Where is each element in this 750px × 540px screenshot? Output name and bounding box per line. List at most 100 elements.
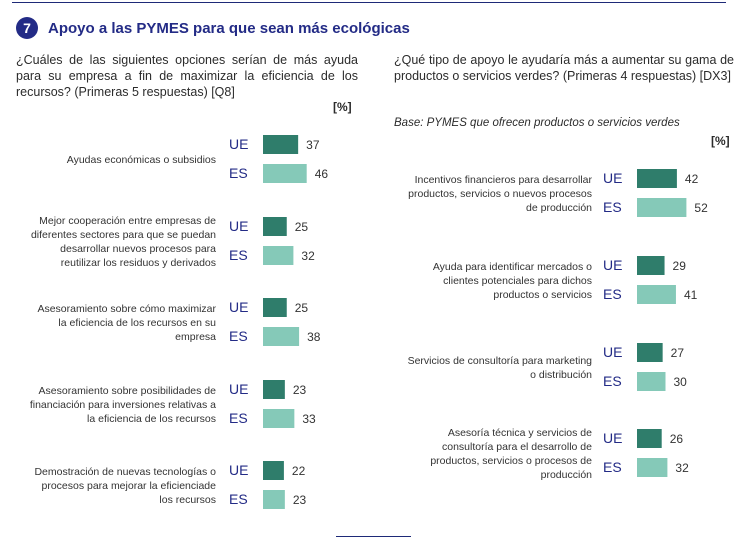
category-label-line: consultoría para el desarrollo de xyxy=(442,441,592,453)
category-label: Incentivos financieros para desarrollar p… xyxy=(408,174,592,214)
category-label-line: la eficiencia de los recursos xyxy=(87,413,216,425)
section-title: Apoyo a las PYMES para que sean más ecol… xyxy=(48,19,410,37)
value-label: 33 xyxy=(302,412,316,426)
series-label: UE xyxy=(229,299,248,315)
bar xyxy=(637,429,662,448)
section-header: 7 Apoyo a las PYMES para que sean más ec… xyxy=(16,16,410,40)
series-label: UE xyxy=(229,381,248,397)
value-label: 38 xyxy=(307,330,321,344)
series-label: UE xyxy=(603,344,622,360)
bar xyxy=(637,458,668,477)
value-label: 52 xyxy=(694,201,708,215)
bar xyxy=(637,169,677,188)
series-label: UE xyxy=(229,218,248,234)
category-label-line: diferentes sectores para que se puedan xyxy=(31,229,216,241)
category-label-line: productos, servicios o nuevos procesos xyxy=(408,188,592,200)
category-label: Mejor cooperación entre empresas de difer… xyxy=(31,215,216,269)
category-label-line: reutilizar los residuos y derivados xyxy=(61,257,216,269)
value-label: 25 xyxy=(295,301,309,315)
series-label: ES xyxy=(229,328,248,344)
left-unit-label: [%] xyxy=(333,100,352,114)
value-label: 32 xyxy=(675,461,689,475)
bar xyxy=(263,298,287,317)
category-label-line: empresa xyxy=(175,331,216,343)
bar xyxy=(263,164,307,183)
bar xyxy=(263,461,284,480)
right-question: ¿Qué tipo de apoyo le ayudaría más a aum… xyxy=(394,53,734,83)
category-label-line: Ayuda para identificar mercados o xyxy=(433,261,592,273)
bar xyxy=(263,490,285,509)
category-label: Ayudas económicas o subsidios xyxy=(67,154,216,166)
category-label-line: Servicios de consultoría para marketing xyxy=(408,355,593,367)
bar xyxy=(263,217,287,236)
category-label-line: producción xyxy=(541,469,593,481)
left-question: ¿Cuáles de las siguientes opciones sería… xyxy=(16,53,358,99)
category-label: Asesoría técnica y servicios de consultor… xyxy=(430,427,592,481)
category-label: Demostración de nuevas tecnologías o proc… xyxy=(34,466,216,506)
value-label: 23 xyxy=(293,383,307,397)
value-label: 29 xyxy=(673,259,687,273)
value-label: 32 xyxy=(301,249,315,263)
category-label-line: Mejor cooperación entre empresas de xyxy=(39,215,216,227)
series-label: ES xyxy=(229,410,248,426)
bar xyxy=(263,380,285,399)
category-label-line: Ayudas económicas o subsidios xyxy=(67,154,216,166)
category-label-line: los recursos xyxy=(159,494,216,506)
category-label: Asesoramiento sobre cómo maximizar la efi… xyxy=(37,303,216,343)
footer-rule xyxy=(336,536,411,537)
value-label: 30 xyxy=(674,375,688,389)
category-label-line: procesos para mejorar la eficienciade xyxy=(41,480,216,492)
bar xyxy=(263,135,299,154)
category-label-line: o distribución xyxy=(530,369,592,381)
value-label: 42 xyxy=(685,172,699,186)
series-label: UE xyxy=(603,170,622,186)
series-label: ES xyxy=(229,247,248,263)
category-label-line: Asesoría técnica y servicios de xyxy=(448,427,592,439)
category-label: Asesoramiento sobre posibilidades de fina… xyxy=(30,385,216,425)
bar xyxy=(637,256,665,275)
category-label-line: Asesoramiento sobre cómo maximizar xyxy=(37,303,216,315)
section-number-badge: 7 xyxy=(16,17,38,39)
top-rule xyxy=(12,2,726,3)
series-label: UE xyxy=(603,430,622,446)
category-label-line: Incentivos financieros para desarrollar xyxy=(415,174,593,186)
category-label-line: clientes potenciales para dichos xyxy=(443,275,592,287)
category-label-line: la eficiencia de los recursos en su xyxy=(58,317,216,329)
value-label: 41 xyxy=(684,288,698,302)
series-label: ES xyxy=(603,373,622,389)
value-label: 37 xyxy=(306,138,320,152)
value-label: 46 xyxy=(315,167,329,181)
series-label: ES xyxy=(229,165,248,181)
series-label: UE xyxy=(603,257,622,273)
right-unit-label: [%] xyxy=(711,134,730,148)
value-label: 26 xyxy=(670,432,684,446)
category-label-line: productos o servicios xyxy=(493,289,592,301)
category-label-line: productos, servicios o procesos de xyxy=(430,455,592,467)
right-base-note: Base: PYMES que ofrecen productos o serv… xyxy=(394,117,680,129)
category-label-line: Demostración de nuevas tecnologías o xyxy=(34,466,216,478)
series-label: ES xyxy=(229,491,248,507)
bar xyxy=(263,327,300,346)
series-label: UE xyxy=(229,136,248,152)
bar xyxy=(263,409,295,428)
bar xyxy=(637,285,676,304)
bar xyxy=(637,343,663,362)
category-label-line: financiación para inversiones relativas … xyxy=(30,399,216,411)
value-label: 27 xyxy=(671,346,685,360)
value-label: 25 xyxy=(295,220,309,234)
bar xyxy=(637,198,687,217)
series-label: ES xyxy=(603,199,622,215)
value-label: 22 xyxy=(292,464,306,478)
category-label: Ayuda para identificar mercados o cliente… xyxy=(433,261,592,301)
series-label: UE xyxy=(229,462,248,478)
bar xyxy=(637,372,666,391)
category-label: Servicios de consultoría para marketing o… xyxy=(408,355,593,381)
category-label-line: de producción xyxy=(526,202,592,214)
category-label-line: Asesoramiento sobre posibilidades de xyxy=(39,385,217,397)
series-label: ES xyxy=(603,286,622,302)
category-label-line: desarrollar nuevos procesos para xyxy=(60,243,216,255)
value-label: 23 xyxy=(293,493,307,507)
bar xyxy=(263,246,294,265)
series-label: ES xyxy=(603,459,622,475)
